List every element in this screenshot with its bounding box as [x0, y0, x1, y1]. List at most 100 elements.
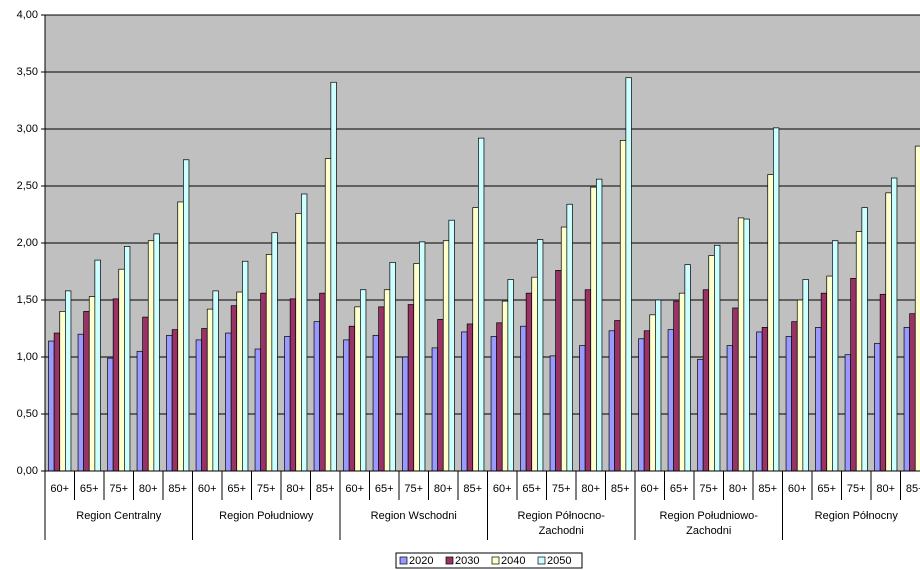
bar — [536, 239, 544, 472]
x-tick-label: 85+ — [463, 483, 482, 495]
bar — [890, 177, 898, 472]
bar — [348, 325, 356, 472]
group-label: Region Południowo-Zachodni — [660, 510, 759, 537]
bar — [737, 217, 745, 472]
x-tick-label: 65+ — [522, 483, 541, 495]
bar — [874, 342, 881, 472]
bar — [166, 334, 173, 472]
bar — [242, 260, 249, 472]
bar — [260, 292, 267, 472]
bar — [206, 308, 214, 472]
bar — [667, 329, 674, 472]
bar — [378, 306, 385, 472]
bar — [673, 300, 680, 472]
group-label: Region Południowy — [219, 510, 314, 522]
x-tick-label: 75+ — [847, 483, 866, 495]
bar — [844, 354, 851, 472]
bar — [472, 207, 479, 472]
bar — [490, 336, 497, 472]
x-tick-label: 65+ — [227, 483, 246, 495]
x-tick-label: 75+ — [257, 483, 276, 495]
bar — [407, 304, 415, 472]
legend-swatch — [399, 556, 408, 565]
x-tick-label: 65+ — [817, 483, 836, 495]
bar — [201, 328, 208, 472]
x-tick-label: 80+ — [286, 483, 305, 495]
bar — [123, 246, 131, 472]
bar — [402, 356, 409, 472]
bar — [702, 289, 710, 472]
bar — [48, 340, 55, 472]
bar — [442, 240, 450, 472]
bar — [319, 292, 326, 472]
x-tick-label: 65+ — [670, 483, 689, 495]
bar — [684, 264, 691, 472]
y-tick-label: 1,50 — [17, 294, 38, 306]
y-tick-label: 0,00 — [17, 465, 38, 477]
bar — [861, 207, 868, 472]
bar — [732, 307, 739, 472]
bar — [638, 338, 645, 472]
bar — [431, 347, 438, 472]
legend-swatch — [445, 556, 454, 565]
group-label: Region Wschodni — [371, 510, 457, 522]
bar — [879, 293, 887, 472]
bar — [448, 219, 455, 472]
bar — [389, 262, 396, 472]
bar — [649, 314, 656, 472]
x-tick-label: 85+ — [611, 483, 630, 495]
bar — [177, 201, 184, 472]
legend-label: 2050 — [547, 555, 571, 567]
bar — [820, 292, 828, 472]
bar — [271, 232, 278, 472]
bar — [107, 357, 114, 472]
x-tick-label: 80+ — [729, 483, 748, 495]
bar — [118, 268, 125, 472]
legend-label: 2040 — [501, 555, 525, 567]
bar — [53, 332, 61, 472]
bar — [756, 331, 763, 472]
x-tick-label: 60+ — [640, 483, 659, 495]
bar — [354, 306, 361, 472]
bar — [643, 330, 651, 472]
x-tick-label: 85+ — [316, 483, 335, 495]
x-tick-label: 85+ — [168, 483, 187, 495]
group-label: Region Centralny — [76, 510, 161, 522]
bar — [566, 203, 573, 472]
bar — [584, 289, 592, 472]
bar — [555, 270, 562, 472]
bar — [171, 329, 179, 472]
bar — [284, 336, 291, 472]
bar — [595, 178, 603, 472]
bar — [761, 327, 769, 472]
x-tick-label: 65+ — [375, 483, 394, 495]
bar — [590, 186, 597, 472]
bar — [383, 289, 391, 472]
bar — [619, 140, 627, 472]
x-tick-label: 80+ — [876, 483, 895, 495]
bar — [461, 331, 468, 472]
x-tick-label: 65+ — [80, 483, 99, 495]
x-tick-label: 80+ — [434, 483, 453, 495]
bar — [501, 300, 509, 472]
bar — [195, 339, 203, 472]
bar — [59, 311, 66, 472]
x-tick-label: 85+ — [906, 483, 920, 495]
bar — [767, 174, 774, 472]
bar — [83, 311, 90, 472]
x-tick-label: 60+ — [788, 483, 807, 495]
bar — [855, 231, 863, 472]
x-tick-label: 60+ — [493, 483, 512, 495]
bar — [743, 218, 750, 472]
y-tick-label: 2,50 — [17, 180, 38, 192]
x-tick-label: 60+ — [198, 483, 217, 495]
bar — [343, 339, 350, 472]
y-tick-label: 0,50 — [17, 408, 38, 420]
y-tick-label: 3,50 — [17, 66, 38, 78]
x-tick-label: 80+ — [581, 483, 600, 495]
bar — [136, 350, 144, 472]
group-label: Region Północny — [815, 510, 899, 522]
bar — [785, 336, 792, 472]
bar — [708, 255, 715, 472]
